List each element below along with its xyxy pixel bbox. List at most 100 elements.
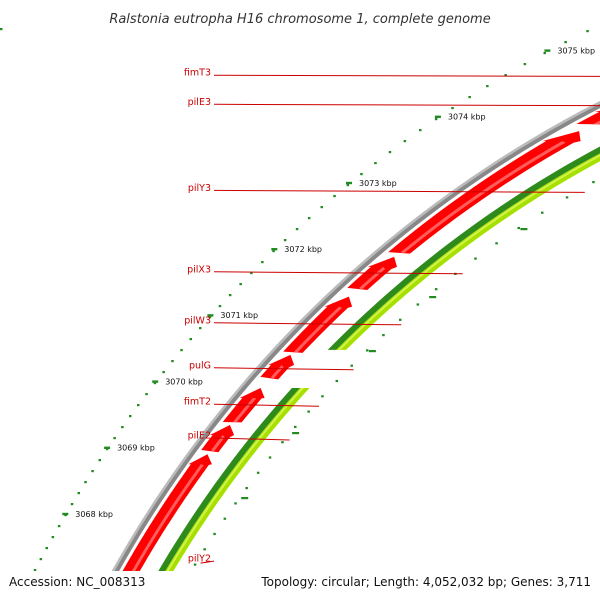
forward-cds-band-shade — [327, 146, 600, 350]
gene-leader-line — [213, 403, 320, 407]
scale-ring-dot — [70, 503, 74, 506]
gene-tick-dot — [234, 502, 237, 505]
scale-label: 3074 kbp — [448, 113, 486, 122]
reverse-cds-arrow — [201, 425, 235, 453]
scale-ring-dot — [346, 184, 350, 187]
gene-leader-line — [213, 271, 463, 275]
scale-major-tick — [434, 115, 441, 118]
scale-ring-dot — [239, 283, 242, 286]
scale-ring-dot — [486, 85, 489, 88]
gene-label: fimT2 — [184, 397, 211, 408]
scale-ring-dot — [543, 52, 546, 55]
scale-label: 3072 kbp — [284, 245, 322, 254]
gene-tick-dash — [292, 432, 300, 435]
gene-label: pilX3 — [187, 264, 211, 275]
scale-ring-dot — [113, 437, 116, 440]
scale-ring-dot — [388, 151, 392, 154]
gene-leader-line — [213, 74, 600, 77]
accession-text: Accession: NC_008313 — [9, 575, 145, 589]
feature-layer — [107, 110, 600, 600]
forward-cds-band — [336, 153, 600, 350]
scale-ring-dot — [451, 107, 454, 110]
scale-ring-dot — [51, 536, 55, 539]
gene-tick-dot — [335, 379, 339, 383]
scale-ring-dot — [504, 74, 507, 77]
gene-tick-dot — [399, 318, 402, 321]
gene-tick-dot — [307, 410, 310, 413]
label-layer: fimT3 pilE3 pilY3 pilX3 pilW3 pulG fimT2 pilE2 p… — [184, 68, 600, 565]
scale-ring-dot — [98, 459, 101, 462]
map-title: Ralstonia eutropha H16 chromosome 1, com… — [109, 12, 490, 27]
gene-tick-dot — [256, 471, 260, 474]
gene-leader-line — [213, 103, 600, 107]
reverse-cds-highlight — [294, 306, 342, 353]
gene-leader-line — [213, 437, 290, 441]
gene-tick-dot — [592, 181, 595, 184]
gene-tick-dot — [281, 441, 284, 444]
scale-ring-dot — [564, 41, 567, 44]
gene-label: pilE3 — [188, 97, 211, 108]
scale-ring-dot — [283, 239, 287, 242]
scale-ring-dot — [307, 217, 311, 220]
gene-tick-dot — [517, 226, 520, 230]
scale-label: 3069 kbp — [117, 444, 155, 453]
scale-ring-dot — [45, 547, 48, 550]
gene-tick-dot — [294, 425, 297, 428]
reverse-cds-highlight — [233, 398, 257, 423]
scale-major-tick — [104, 446, 111, 449]
scale-ring-dot — [434, 118, 438, 121]
scale-ring-dot — [320, 206, 323, 209]
scale-ring-dot — [228, 294, 232, 297]
scale-ring-dot — [121, 426, 124, 429]
gene-tick-dash — [429, 296, 437, 299]
scale-ring-dot — [374, 162, 377, 165]
scale-ring-dot — [419, 129, 422, 132]
scale-label: 3075 kbp — [557, 46, 595, 55]
scale-label: 3071 kbp — [220, 311, 258, 320]
scale-ring-dot — [403, 140, 407, 143]
scale-major-tick — [346, 181, 352, 185]
gene-label: pulG — [189, 360, 211, 371]
gene-tick-dot — [193, 563, 197, 566]
scale-label: 3068 kbp — [75, 510, 113, 519]
scale-ring-dot — [333, 195, 336, 198]
gene-leader-line — [200, 560, 215, 564]
gene-label: fimT3 — [184, 68, 211, 79]
gene-tick-dot — [213, 532, 216, 536]
scale-ring-dot — [145, 393, 148, 396]
scale-ring-dot — [129, 415, 132, 418]
footer-background — [0, 571, 600, 600]
scale-ring-dot — [272, 250, 275, 253]
gene-tick-dot — [434, 288, 438, 291]
scale-ring-dot — [218, 305, 222, 308]
scale-ring-dot — [523, 63, 527, 66]
scale-ring-dot — [261, 261, 264, 264]
gene-tick-dot — [245, 487, 248, 490]
gene-tick-dot — [350, 364, 353, 367]
gene-tick-dot — [321, 395, 324, 398]
scale-ring-dot — [162, 371, 165, 374]
gene-tick-dash — [520, 228, 528, 231]
scale-label: 3073 kbp — [359, 179, 397, 188]
gene-tick-dash — [368, 350, 376, 353]
scale-major-tick — [152, 380, 159, 383]
scale-ring-dot — [77, 492, 80, 495]
gene-tick-dot — [0, 28, 3, 31]
scale-ring-dot — [295, 228, 299, 231]
gene-tick-dot — [268, 456, 272, 459]
gene-label: pilY2 — [188, 554, 211, 565]
scale-ring-dot — [91, 470, 94, 473]
scale-ring-dot — [153, 382, 157, 385]
scale-major-tick — [271, 248, 278, 251]
scale-ring-dot — [39, 558, 43, 561]
gene-tick-dot — [474, 257, 477, 260]
scale-major-tick — [207, 314, 214, 317]
scale-ring-dot — [360, 173, 363, 176]
reverse-cds-arrow — [576, 110, 600, 125]
reverse-cds-highlight — [211, 435, 225, 453]
gene-tick-dot — [203, 548, 206, 551]
gene-tick-dot — [223, 517, 227, 520]
gene-label: pilE2 — [188, 431, 211, 442]
gene-label: pilY3 — [188, 183, 211, 194]
